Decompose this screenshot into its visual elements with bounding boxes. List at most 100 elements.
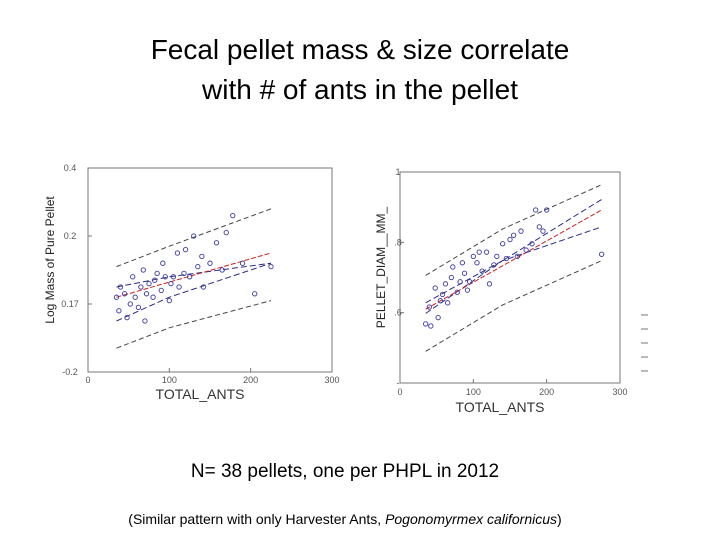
note-species: Pogonomyrmex californicus bbox=[385, 511, 558, 527]
title-line-1: Fecal pellet mass & size correlate bbox=[150, 34, 570, 65]
data-point bbox=[474, 260, 480, 266]
slide-title: Fecal pellet mass & size correlate with … bbox=[0, 30, 720, 110]
data-point bbox=[127, 301, 133, 307]
prediction-band-lower bbox=[425, 260, 602, 352]
data-point bbox=[439, 291, 446, 298]
data-point bbox=[181, 270, 187, 277]
data-point bbox=[464, 287, 471, 293]
data-point bbox=[130, 274, 136, 280]
data-point bbox=[200, 284, 207, 290]
data-point bbox=[152, 277, 158, 283]
data-point bbox=[223, 229, 229, 236]
data-point bbox=[442, 281, 449, 287]
y-tick-label: .6 bbox=[394, 308, 402, 318]
data-point bbox=[483, 249, 490, 255]
data-point bbox=[170, 274, 177, 280]
data-point bbox=[533, 207, 539, 213]
prediction-band-lower bbox=[116, 300, 272, 349]
data-point bbox=[182, 246, 189, 253]
data-point bbox=[239, 260, 246, 266]
data-point bbox=[461, 270, 468, 276]
data-point bbox=[479, 268, 485, 274]
data-point bbox=[143, 291, 150, 297]
data-point bbox=[187, 274, 193, 280]
data-point bbox=[213, 240, 220, 246]
data-point bbox=[454, 289, 460, 295]
confidence-band-lower bbox=[116, 262, 272, 322]
data-point bbox=[503, 255, 509, 262]
data-point bbox=[121, 291, 128, 297]
data-point bbox=[514, 253, 520, 260]
data-point bbox=[470, 253, 476, 260]
y-axis-label: PELLET_DIAM__MM_ bbox=[374, 206, 388, 328]
y-axis-label: Log Mass of Pure Pellet bbox=[43, 196, 57, 324]
data-point bbox=[160, 260, 166, 266]
data-point bbox=[113, 294, 120, 300]
harvester-ant-note: (Similar pattern with only Harvester Ant… bbox=[0, 511, 690, 527]
data-point bbox=[467, 279, 473, 285]
data-point bbox=[544, 207, 550, 213]
plot-frame bbox=[399, 171, 621, 384]
data-point bbox=[500, 241, 506, 247]
x-tick-label: 100 bbox=[466, 387, 481, 397]
data-point bbox=[117, 284, 124, 290]
data-point bbox=[268, 263, 274, 270]
data-point bbox=[459, 260, 465, 266]
x-tick-label: 200 bbox=[243, 375, 258, 385]
data-point bbox=[140, 267, 146, 273]
chart-1: 0 100 200 300 0.4 0.2 0.17 -0.2 TOTAL_ANTS Log Ma… bbox=[43, 163, 340, 402]
data-point bbox=[428, 323, 434, 329]
data-point bbox=[450, 264, 456, 270]
data-point bbox=[536, 224, 542, 230]
data-point bbox=[142, 318, 148, 324]
data-point bbox=[432, 285, 438, 291]
y-tick-label: 1 bbox=[395, 167, 400, 177]
data-point bbox=[491, 262, 497, 268]
data-point bbox=[219, 267, 225, 273]
data-point bbox=[199, 253, 205, 260]
data-point bbox=[146, 280, 152, 287]
y-tick-label: - bbox=[397, 378, 400, 388]
data-point bbox=[158, 287, 164, 294]
data-point bbox=[486, 281, 493, 287]
data-point bbox=[116, 308, 122, 314]
confidence-band-upper bbox=[425, 199, 602, 304]
data-point bbox=[426, 304, 432, 310]
data-point bbox=[445, 300, 451, 306]
x-axis-label: TOTAL_ANTS bbox=[456, 399, 545, 415]
sample-size-caption: N= 38 pellets, one per PHPL in 2012 bbox=[190, 461, 500, 482]
plot-frame bbox=[87, 167, 333, 373]
data-point bbox=[435, 314, 441, 321]
data-point bbox=[191, 233, 197, 239]
prediction-band-upper bbox=[116, 208, 272, 268]
data-point bbox=[523, 247, 529, 253]
data-point bbox=[124, 314, 130, 321]
data-point bbox=[174, 250, 181, 256]
prediction-band-upper bbox=[425, 184, 602, 276]
data-point bbox=[494, 253, 500, 260]
chart-2: 0 100 200 300 1 .8 .6 - TOTAL_ANTS PELLET_DIAM__M… bbox=[374, 167, 628, 415]
data-point bbox=[135, 304, 142, 311]
x-tick-label: 100 bbox=[162, 375, 177, 385]
data-point bbox=[252, 291, 258, 297]
data-point bbox=[154, 270, 160, 277]
x-tick-label: 300 bbox=[612, 387, 627, 397]
x-tick-label: 0 bbox=[85, 375, 90, 385]
data-point bbox=[168, 280, 174, 287]
data-point bbox=[423, 321, 429, 327]
data-point bbox=[207, 260, 213, 266]
x-tick-label: 0 bbox=[397, 387, 402, 397]
data-point bbox=[511, 232, 517, 238]
data-point bbox=[599, 251, 605, 257]
data-point bbox=[166, 297, 172, 304]
y-tick-label: .8 bbox=[394, 237, 402, 247]
x-tick-label: 200 bbox=[539, 387, 554, 397]
y-tick-label: 0.4 bbox=[64, 163, 77, 173]
regression-line bbox=[116, 252, 272, 298]
data-point bbox=[457, 279, 463, 285]
data-point bbox=[540, 228, 546, 234]
x-tick-label: 300 bbox=[324, 375, 339, 385]
regression-line bbox=[425, 209, 602, 310]
data-point bbox=[476, 249, 482, 255]
